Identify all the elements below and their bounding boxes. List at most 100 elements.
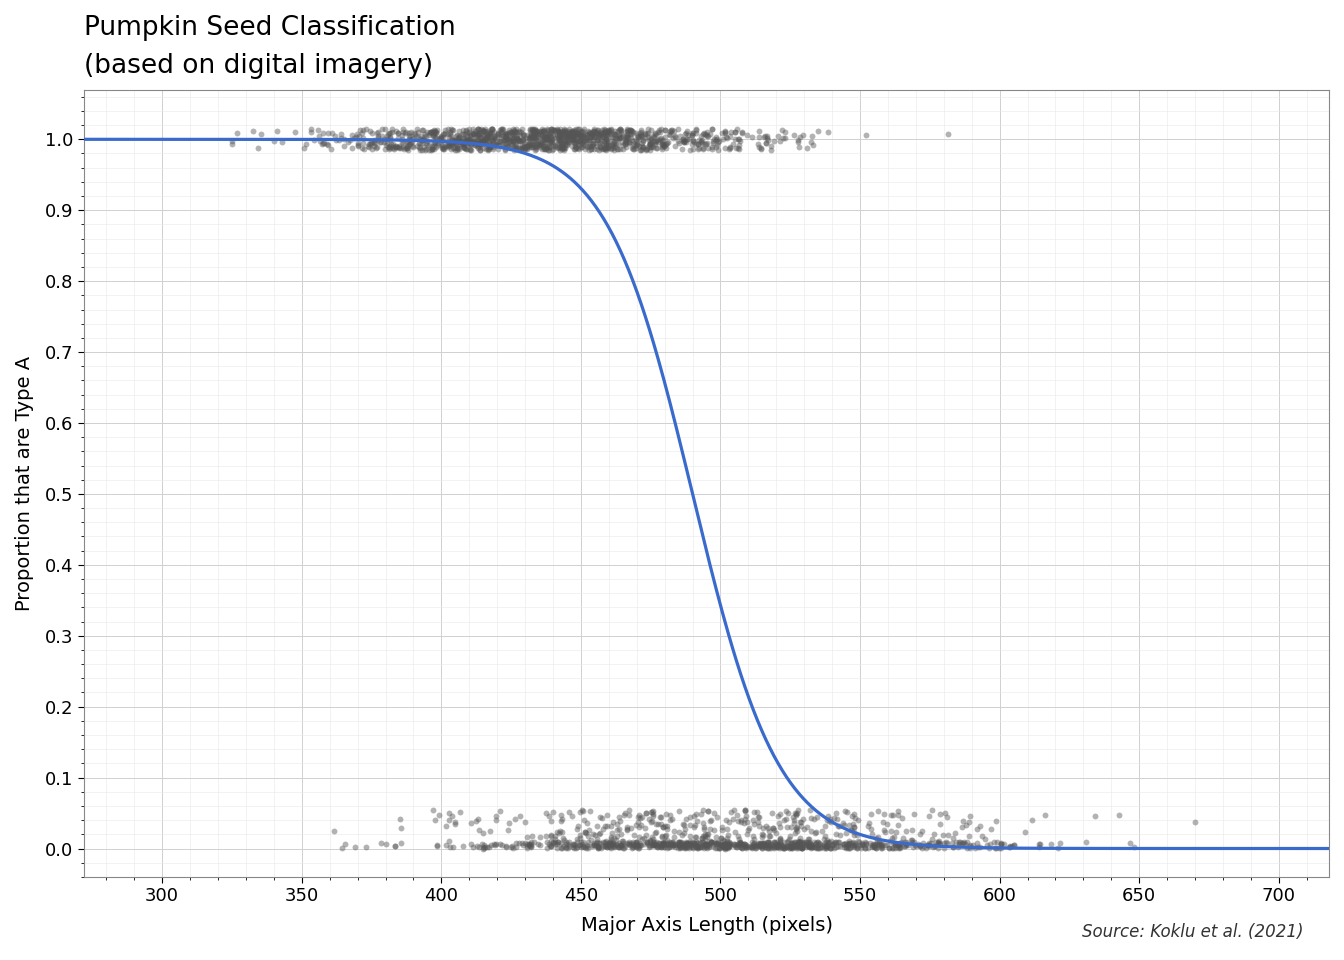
Point <box>702 135 723 151</box>
Point <box>747 837 769 852</box>
Point <box>534 132 555 147</box>
Point <box>642 836 664 852</box>
Point <box>638 136 660 152</box>
Point <box>828 839 849 854</box>
Point <box>547 129 569 144</box>
Point <box>473 128 495 143</box>
Point <box>503 132 524 148</box>
Point <box>1021 812 1043 828</box>
Point <box>598 836 620 852</box>
Point <box>700 834 722 850</box>
Point <box>403 126 425 141</box>
Point <box>716 834 738 850</box>
Point <box>712 833 734 849</box>
Point <box>442 122 464 137</box>
Point <box>958 815 980 830</box>
Point <box>593 129 614 144</box>
Point <box>745 840 766 855</box>
Point <box>750 837 771 852</box>
Point <box>495 127 516 142</box>
Point <box>470 122 492 137</box>
Point <box>586 126 607 141</box>
Point <box>300 124 321 139</box>
Point <box>700 812 722 828</box>
Point <box>859 816 880 831</box>
Point <box>634 131 656 146</box>
Point <box>402 132 423 147</box>
Point <box>839 818 860 833</box>
Point <box>503 142 524 157</box>
Point <box>661 839 683 854</box>
Point <box>468 122 489 137</box>
Point <box>918 837 939 852</box>
Point <box>437 121 458 136</box>
Point <box>645 838 667 853</box>
Point <box>626 137 648 153</box>
Point <box>426 838 448 853</box>
Point <box>547 841 569 856</box>
Point <box>605 832 626 848</box>
Point <box>769 832 790 848</box>
Point <box>492 123 513 138</box>
Point <box>657 839 679 854</box>
Point <box>801 839 823 854</box>
Point <box>450 136 472 152</box>
Point <box>829 828 851 843</box>
Point <box>407 125 429 140</box>
Point <box>331 127 352 142</box>
Point <box>754 130 775 145</box>
Point <box>602 835 624 851</box>
Point <box>905 837 926 852</box>
Point <box>794 821 816 836</box>
Point <box>649 132 671 147</box>
Point <box>929 806 950 822</box>
Point <box>414 139 435 155</box>
Point <box>797 831 818 847</box>
Point <box>371 835 392 851</box>
Point <box>711 823 732 838</box>
Point <box>476 132 497 147</box>
Point <box>628 130 649 145</box>
Point <box>640 814 661 829</box>
Point <box>789 130 810 145</box>
Point <box>489 122 511 137</box>
Point <box>707 134 728 150</box>
Point <box>727 836 749 852</box>
Point <box>484 836 505 852</box>
Point <box>954 817 976 832</box>
Point <box>722 811 743 827</box>
Point <box>415 129 437 144</box>
Point <box>714 836 735 852</box>
Point <box>594 131 616 146</box>
Point <box>734 839 755 854</box>
Point <box>613 841 634 856</box>
Point <box>785 820 806 835</box>
Point <box>934 805 956 821</box>
Point <box>719 139 741 155</box>
Point <box>595 141 617 156</box>
Point <box>323 824 344 839</box>
Point <box>630 128 652 143</box>
Point <box>921 831 942 847</box>
Point <box>556 126 578 141</box>
Point <box>401 134 422 150</box>
Point <box>642 808 664 824</box>
Point <box>613 807 634 823</box>
Point <box>683 835 704 851</box>
Point <box>551 127 573 142</box>
Point <box>798 831 820 847</box>
Point <box>677 840 699 855</box>
Point <box>652 829 673 845</box>
Point <box>571 836 593 852</box>
Point <box>616 820 637 835</box>
Point <box>860 821 882 836</box>
Point <box>683 141 704 156</box>
Point <box>773 838 794 853</box>
Point <box>652 828 673 844</box>
Point <box>517 836 539 852</box>
Point <box>539 139 560 155</box>
Point <box>914 838 935 853</box>
Point <box>855 127 876 142</box>
Point <box>460 131 481 146</box>
Point <box>731 125 753 140</box>
